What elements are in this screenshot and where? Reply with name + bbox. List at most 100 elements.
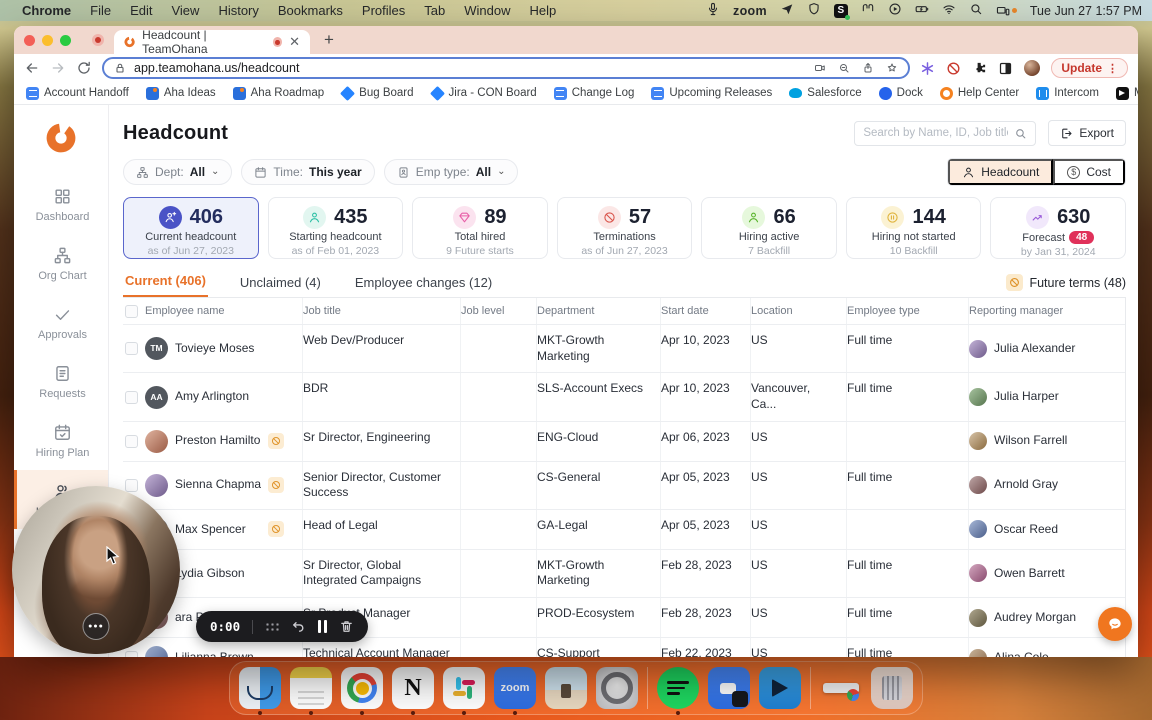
- stat-card-forecast[interactable]: 630 Forecast 48 by Jan 31, 2024: [990, 197, 1127, 259]
- table-row[interactable]: Lilianna Brown Technical Account Manager…: [123, 638, 1125, 657]
- mic-icon[interactable]: [706, 2, 720, 19]
- dock-zoom-meeting-icon[interactable]: [708, 667, 750, 709]
- intercom-chat-button[interactable]: [1098, 607, 1132, 641]
- bookmark-item[interactable]: Salesforce: [789, 87, 862, 99]
- row-checkbox[interactable]: [125, 342, 138, 356]
- row-checkbox[interactable]: [125, 434, 138, 448]
- menubar-item-history[interactable]: History: [218, 3, 259, 18]
- filter-emptype[interactable]: Emp type: All ⌄: [383, 159, 519, 185]
- bookmark-item[interactable]: Aha Roadmap: [232, 86, 324, 100]
- play-circle-icon[interactable]: [888, 2, 902, 19]
- minimize-window-button[interactable]: [42, 34, 53, 46]
- bookmark-item[interactable]: Merge Logs: [1115, 86, 1138, 100]
- bookmark-item[interactable]: Change Log: [553, 86, 634, 100]
- table-row[interactable]: MSMax Spencer Head of Legal GA-Legal Apr…: [123, 509, 1125, 550]
- future-terms-link[interactable]: Future terms (48): [1006, 274, 1126, 297]
- stat-card-total-hired[interactable]: 89 Total hired 9 Future starts: [412, 197, 548, 259]
- dock-photos-icon[interactable]: [545, 667, 587, 709]
- row-checkbox[interactable]: [125, 478, 138, 492]
- menubar-item-chrome[interactable]: Chrome: [22, 3, 72, 18]
- bookmark-item[interactable]: Aha Ideas: [145, 86, 216, 100]
- extensions-puzzle-icon[interactable]: [972, 61, 987, 76]
- dock-notion-icon[interactable]: N: [392, 667, 434, 715]
- menubar-item-file[interactable]: File: [90, 3, 112, 18]
- sidebar-item-requests[interactable]: Requests: [14, 352, 108, 411]
- toggle-headcount-button[interactable]: Headcount: [948, 159, 1054, 185]
- tab-current[interactable]: Current (406): [123, 273, 208, 297]
- sidebar-item-hiring-plan[interactable]: Hiring Plan: [14, 411, 108, 470]
- bookmark-item[interactable]: Intercom: [1036, 86, 1099, 100]
- forward-button[interactable]: [50, 60, 66, 76]
- dock-chrome-icon[interactable]: [341, 667, 383, 715]
- back-button[interactable]: [24, 60, 40, 76]
- dock-settings-icon[interactable]: [596, 667, 638, 709]
- address-bar[interactable]: app.teamohana.us/headcount: [102, 57, 911, 79]
- stat-card-hiring-not-started[interactable]: 144 Hiring not started 10 Backfill: [845, 197, 982, 259]
- tab-close-icon[interactable]: ✕: [289, 34, 300, 49]
- bookmark-item[interactable]: Dock: [878, 86, 923, 100]
- search-input[interactable]: [863, 127, 1009, 139]
- select-all-checkbox[interactable]: [125, 304, 138, 318]
- menubar-clock[interactable]: Tue Jun 27 1:57 PM: [1029, 3, 1142, 18]
- s-app-icon[interactable]: S: [833, 3, 850, 20]
- bookmark-item[interactable]: Upcoming Releases: [651, 86, 772, 100]
- stat-card-current-headcount[interactable]: 406 Current headcount as of Jun 27, 2023: [123, 197, 259, 259]
- table-row[interactable]: Lydia Gibson Sr Director, Global Integra…: [123, 549, 1125, 599]
- stat-card-hiring-active[interactable]: 66 Hiring active 7 Backfill: [701, 197, 837, 259]
- reload-button[interactable]: [76, 60, 92, 76]
- menubar-item-view[interactable]: View: [171, 3, 200, 18]
- new-tab-button[interactable]: +: [324, 30, 334, 49]
- teamohana-logo[interactable]: [14, 105, 108, 175]
- webcam-more-button[interactable]: ●●●: [82, 613, 110, 640]
- camera-access-icon[interactable]: [814, 62, 826, 74]
- bookmark-item[interactable]: Jira - CON Board: [429, 85, 537, 101]
- dock-zoom-icon[interactable]: zoom: [494, 667, 536, 715]
- profile-avatar[interactable]: [1024, 60, 1041, 76]
- stat-card-terminations[interactable]: 57 Terminations as of Jun 27, 2023: [556, 197, 693, 259]
- kebab-menu-icon[interactable]: ⋮: [1107, 62, 1118, 75]
- battery-icon[interactable]: [915, 2, 929, 19]
- row-checkbox[interactable]: [125, 390, 138, 404]
- drag-handle-icon[interactable]: [265, 621, 280, 632]
- pause-recording-icon[interactable]: [318, 620, 328, 633]
- dock-spotify-icon[interactable]: [657, 667, 699, 715]
- close-window-button[interactable]: [24, 34, 35, 46]
- row-checkbox[interactable]: [125, 651, 138, 657]
- menubar-item-tab[interactable]: Tab: [424, 3, 446, 18]
- dock-finder-icon[interactable]: [239, 667, 281, 715]
- dock-slack-icon[interactable]: [443, 667, 485, 715]
- tab-unclaimed[interactable]: Unclaimed (4): [239, 275, 321, 290]
- zoom-page-icon[interactable]: [838, 62, 850, 74]
- extension-snowflake-icon[interactable]: [920, 61, 935, 76]
- dock-flow-icon[interactable]: [759, 667, 801, 709]
- table-row[interactable]: AA Amy Arlington BDR SLS-Account Execs Ap…: [123, 373, 1125, 422]
- menubar-item-edit[interactable]: Edit: [130, 3, 153, 18]
- bookmark-item[interactable]: Account Handoff: [26, 86, 129, 100]
- table-row[interactable]: Sienna Chapman Senior Director, Customer…: [123, 461, 1125, 510]
- filter-time[interactable]: Time: This year: [241, 159, 375, 185]
- share-icon[interactable]: [862, 62, 874, 74]
- extension-blocker-icon[interactable]: [946, 61, 961, 76]
- dock-notes-icon[interactable]: [290, 667, 332, 715]
- wifi-icon[interactable]: [942, 2, 956, 19]
- webcam-bubble[interactable]: ●●●: [12, 486, 180, 654]
- airpods-icon[interactable]: [861, 2, 875, 19]
- delete-recording-icon[interactable]: [339, 619, 354, 634]
- table-row[interactable]: Preston Hamilton Sr Director, Engineerin…: [123, 421, 1125, 462]
- sidebar-item-approvals[interactable]: Approvals: [14, 293, 108, 352]
- sidebar-item-org-chart[interactable]: Org Chart: [14, 234, 108, 293]
- zoom-window-button[interactable]: [60, 34, 71, 46]
- zoom-label[interactable]: zoom: [733, 3, 767, 18]
- send-icon[interactable]: [780, 2, 794, 19]
- browser-tab[interactable]: Headcount | TeamOhana ✕: [114, 28, 310, 56]
- filter-dept[interactable]: Dept: All ⌄: [123, 159, 233, 185]
- tab-employee[interactable]: Employee changes (12): [354, 275, 493, 290]
- stat-card-starting-headcount[interactable]: 435 Starting headcount as of Feb 01, 202…: [267, 197, 404, 259]
- table-row[interactable]: TM Tovieye Moses Web Dev/Producer MKT-Gro…: [123, 325, 1125, 374]
- menubar-item-window[interactable]: Window: [464, 3, 511, 18]
- dock-trash-icon[interactable]: [871, 667, 913, 709]
- bookmark-star-icon[interactable]: [886, 62, 898, 74]
- menubar-item-help[interactable]: Help: [529, 3, 557, 18]
- bookmark-item[interactable]: Bug Board: [340, 85, 414, 101]
- extension-contrast-icon[interactable]: [998, 61, 1013, 76]
